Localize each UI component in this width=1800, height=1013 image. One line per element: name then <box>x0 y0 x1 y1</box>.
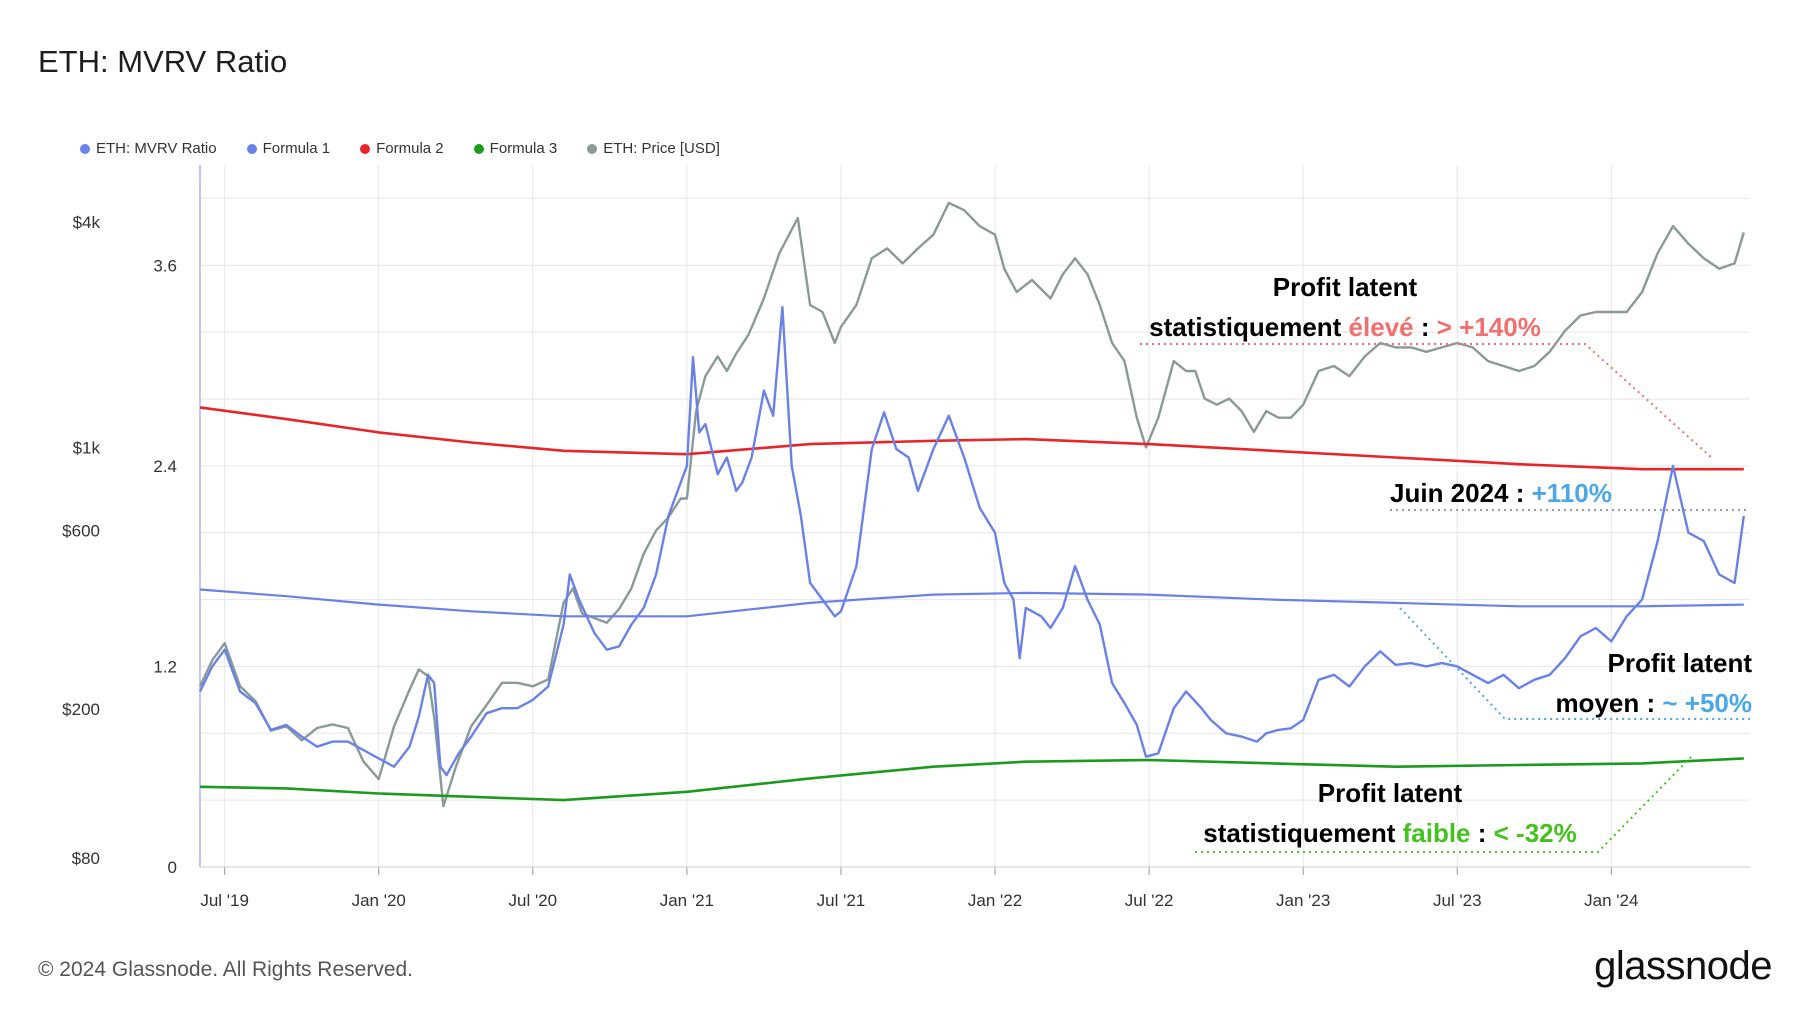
legend-dot-icon <box>360 143 371 154</box>
x-tick-label: Jul '21 <box>817 891 866 910</box>
y-tick-mvrv: 3.6 <box>153 256 177 275</box>
x-tick-label: Jul '20 <box>508 891 557 910</box>
y-tick-mvrv: 2.4 <box>153 457 177 476</box>
gridlines <box>200 165 1750 867</box>
x-tick-label: Jan '23 <box>1276 891 1330 910</box>
guide-low <box>1195 755 1693 853</box>
annot-mid-value: ~ +50% <box>1662 688 1752 718</box>
x-tick-label: Jul '22 <box>1125 891 1174 910</box>
glassnode-logo[interactable]: glassnode <box>1594 944 1772 988</box>
series-price-line[interactable] <box>198 201 1745 808</box>
legend-item-price[interactable]: ETH: Price [USD] <box>587 140 720 157</box>
annotation-guides <box>1140 343 1750 853</box>
annot-low-prefix: statistiquement <box>1203 818 1402 848</box>
annot-mid-line2: moyen : ~ +50% <box>1555 688 1752 718</box>
annot-june-sep: : <box>1509 478 1532 508</box>
legend-label: Formula 1 <box>262 140 331 157</box>
legend: ETH: MVRV Ratio Formula 1 Formula 2 Form… <box>80 140 750 157</box>
annot-low-colored: faible <box>1403 818 1471 848</box>
annot-june-prefix: Juin 2024 <box>1390 478 1509 508</box>
series-mvrv-line[interactable] <box>198 305 1745 777</box>
annot-mid-sep: : <box>1639 688 1662 718</box>
series-formula-1-line[interactable] <box>199 588 1744 618</box>
legend-label: ETH: Price [USD] <box>603 140 720 157</box>
annot-low-line1: Profit latent <box>1318 778 1463 808</box>
x-tick-label: Jul '19 <box>200 891 249 910</box>
chart-title: ETH: MVRV Ratio <box>38 44 288 79</box>
y-tick-price: $1k <box>73 438 101 457</box>
annot-high-line1: Profit latent <box>1273 272 1418 302</box>
y-tick-mvrv: 0 <box>168 858 177 877</box>
annot-high-value: > +140% <box>1437 312 1541 342</box>
annot-june: Juin 2024 : +110% <box>1390 478 1612 508</box>
legend-item-formula-2[interactable]: Formula 2 <box>360 140 444 157</box>
y-tick-price: $4k <box>73 213 101 232</box>
y-tick-price: $80 <box>72 849 100 868</box>
y-tick-mvrv: 1.2 <box>153 657 177 676</box>
x-tick-label: Jan '20 <box>352 891 406 910</box>
annot-high-sep: : <box>1414 312 1437 342</box>
annot-high-line2: statistiquement élevé : > +140% <box>1149 312 1541 342</box>
annot-low-value: < -32% <box>1494 818 1577 848</box>
legend-item-mvrv[interactable]: ETH: MVRV Ratio <box>80 140 217 157</box>
annot-mid-prefix: moyen <box>1555 688 1639 718</box>
annot-high-colored: élevé <box>1349 312 1414 342</box>
series-formula-3-line[interactable] <box>199 757 1744 802</box>
legend-label: Formula 3 <box>489 140 558 157</box>
legend-dot-icon <box>80 143 90 154</box>
legend-label: ETH: MVRV Ratio <box>96 140 217 157</box>
annot-mid-line1: Profit latent <box>1608 648 1753 678</box>
x-tick-label: Jan '21 <box>660 891 714 910</box>
axes: Jul '19 Jan '20 Jul '20 Jan '21 Jul '21 Jan '… <box>62 165 1750 910</box>
annot-high-prefix: statistiquement <box>1149 312 1348 342</box>
series-formula-2-line[interactable] <box>199 406 1744 471</box>
legend-dot-icon <box>473 143 484 154</box>
legend-item-formula-1[interactable]: Formula 1 <box>246 140 331 157</box>
copyright-footer: © 2024 Glassnode. All Rights Reserved. <box>38 958 414 981</box>
y-tick-price: $600 <box>62 521 100 540</box>
x-tick-label: Jul '23 <box>1433 891 1482 910</box>
annot-low-line2: statistiquement faible : < -32% <box>1203 818 1577 848</box>
legend-dot-icon <box>246 143 257 154</box>
guide-high <box>1140 343 1713 459</box>
legend-item-formula-3[interactable]: Formula 3 <box>473 140 558 157</box>
legend-label: Formula 2 <box>376 140 444 157</box>
y-tick-price: $200 <box>62 700 100 719</box>
legend-dot-icon <box>587 143 598 154</box>
x-tick-label: Jan '22 <box>968 891 1022 910</box>
series-lines <box>198 201 1745 808</box>
x-tick-label: Jan '24 <box>1584 891 1638 910</box>
annot-june-value: +110% <box>1532 478 1612 508</box>
annot-low-sep: : <box>1471 818 1494 848</box>
